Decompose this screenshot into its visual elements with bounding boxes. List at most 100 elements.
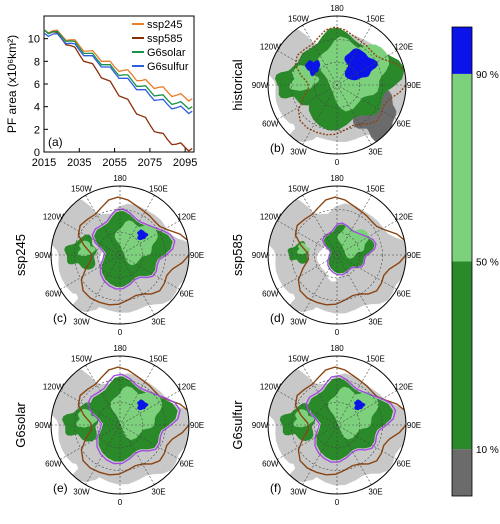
y-tick-label: 8 xyxy=(34,56,40,68)
longitude-label: 0 xyxy=(335,498,340,507)
pf-zone-90-100 xyxy=(137,229,149,241)
map-border xyxy=(50,355,190,495)
longitude-label: 0 xyxy=(118,498,123,507)
colorbar-bin-50-90 xyxy=(452,73,472,262)
latitude-circle xyxy=(74,209,166,301)
polar-maps: 180 150E 120E 90E 60E 30E 0 30W 60W 90W 120W 150W hi… xyxy=(13,4,421,507)
longitude-label: 60W xyxy=(262,460,279,469)
latitude-circle xyxy=(291,209,383,301)
colorbar-tick-label: 10 % xyxy=(476,445,499,456)
longitude-label: 180 xyxy=(330,4,344,13)
longitude-label: 60W xyxy=(262,120,279,129)
longitude-label: 30E xyxy=(151,318,165,327)
legend-label-ssp245: ssp245 xyxy=(147,19,182,31)
longitude-label: 60E xyxy=(397,120,411,129)
latitude-circle xyxy=(291,379,383,471)
longitude-label: 0 xyxy=(335,328,340,337)
panel-label: (b) xyxy=(270,141,285,155)
longitude-label: 30W xyxy=(290,488,307,497)
longitude-label: 90E xyxy=(190,251,204,260)
pf-zone-50-90 xyxy=(328,386,379,440)
colorbar: 10 % 50 % 90 % xyxy=(451,26,499,497)
panel-title-G6sulfur: G6sulfur xyxy=(230,400,245,450)
colorbar-frame xyxy=(451,26,473,497)
panel-label: (c) xyxy=(53,311,67,325)
longitude-label: 120E xyxy=(394,383,413,392)
legend-label-G6sulfur: G6sulfur xyxy=(147,61,189,73)
line-chart-series xyxy=(43,29,193,152)
longitude-label: 150E xyxy=(149,354,168,363)
longitude-label: 120W xyxy=(260,213,281,222)
longitude-label: 150E xyxy=(149,184,168,193)
longitude-label: 120E xyxy=(394,43,413,52)
pf-zone-90-100 xyxy=(354,399,366,411)
panel-title-historical: historical xyxy=(230,59,245,110)
latitude-circle xyxy=(291,39,383,131)
map-border xyxy=(267,185,407,325)
longitude-label: 150W xyxy=(288,184,309,193)
longitude-label: 180 xyxy=(113,344,127,353)
longitude-label: 60W xyxy=(45,460,62,469)
series-line-G6sulfur xyxy=(43,32,193,115)
y-axis-label: PF area (x10⁶km²) xyxy=(5,35,19,133)
longitude-label: 60E xyxy=(397,290,411,299)
colorbar-bin-10-50 xyxy=(452,261,472,450)
latitude-circle xyxy=(313,401,361,449)
longitude-label: 90W xyxy=(35,421,52,430)
panel-title-G6solar: G6solar xyxy=(13,402,28,448)
longitude-label: 90E xyxy=(407,251,421,260)
meridian-line xyxy=(302,25,372,145)
longitude-label: 60W xyxy=(262,290,279,299)
longitude-label: 180 xyxy=(330,344,344,353)
longitude-label: 90W xyxy=(252,421,269,430)
land-greenland xyxy=(289,453,323,483)
longitude-label: 60E xyxy=(180,460,194,469)
meridian-line xyxy=(302,195,372,315)
longitude-label: 30W xyxy=(290,318,307,327)
longitude-label: 0 xyxy=(335,158,340,167)
y-tick-label: 0 xyxy=(34,147,40,159)
y-tick-label: 10 xyxy=(28,34,40,46)
polar-map-G6sulfur: 180 150E 120E 90E 60E 30E 0 30W 60W 90W 120W 150W G6… xyxy=(230,344,421,507)
legend-label-ssp585: ssp585 xyxy=(147,33,182,45)
longitude-label: 60W xyxy=(45,290,62,299)
colorbar-tick-label: 90 % xyxy=(476,70,499,81)
x-tick-label: 2035 xyxy=(67,157,91,169)
longitude-label: 120W xyxy=(43,383,64,392)
longitude-label: 120E xyxy=(177,383,196,392)
meridian-line xyxy=(85,195,155,315)
legend-label-G6solar: G6solar xyxy=(147,47,186,59)
projected-boundary xyxy=(321,222,377,276)
longitude-label: 120E xyxy=(394,213,413,222)
meridian-line xyxy=(85,365,155,485)
line-chart-panel: 2015 2035 2055 2075 2095 0 2 4 6 8 10 PF area (x10… xyxy=(5,15,197,169)
colorbar-bin-90-100 xyxy=(452,27,472,74)
longitude-label: 150W xyxy=(71,354,92,363)
longitude-label: 150W xyxy=(288,14,309,23)
land-greenland xyxy=(289,113,323,143)
longitude-label: 90E xyxy=(407,421,421,430)
panel-label-a: (a) xyxy=(48,135,63,149)
longitude-label: 120W xyxy=(260,383,281,392)
colorbar-tick-label: 50 % xyxy=(476,258,499,269)
longitude-label: 180 xyxy=(113,174,127,183)
longitude-label: 90W xyxy=(252,251,269,260)
longitude-label: 30E xyxy=(151,488,165,497)
y-tick-label: 6 xyxy=(34,79,40,91)
longitude-label: 150E xyxy=(366,14,385,23)
x-tick-label: 2055 xyxy=(102,157,126,169)
polar-map-historical: 180 150E 120E 90E 60E 30E 0 30W 60W 90W 120W 150W hi… xyxy=(230,4,421,167)
longitude-label: 120W xyxy=(260,43,281,52)
panel-title-ssp585: ssp585 xyxy=(230,234,245,276)
panel-label: (f) xyxy=(270,481,281,495)
polar-map-ssp245: 180 150E 120E 90E 60E 30E 0 30W 60W 90W 120W 150W ss… xyxy=(13,174,204,337)
x-tick-label: 2095 xyxy=(173,157,197,169)
historical-boundary xyxy=(294,26,406,136)
series-line-ssp245 xyxy=(43,29,193,102)
longitude-label: 90W xyxy=(35,251,52,260)
map-border xyxy=(267,355,407,495)
historical-boundary xyxy=(294,366,406,476)
y-tick-label: 2 xyxy=(34,124,40,136)
longitude-label: 150E xyxy=(366,354,385,363)
